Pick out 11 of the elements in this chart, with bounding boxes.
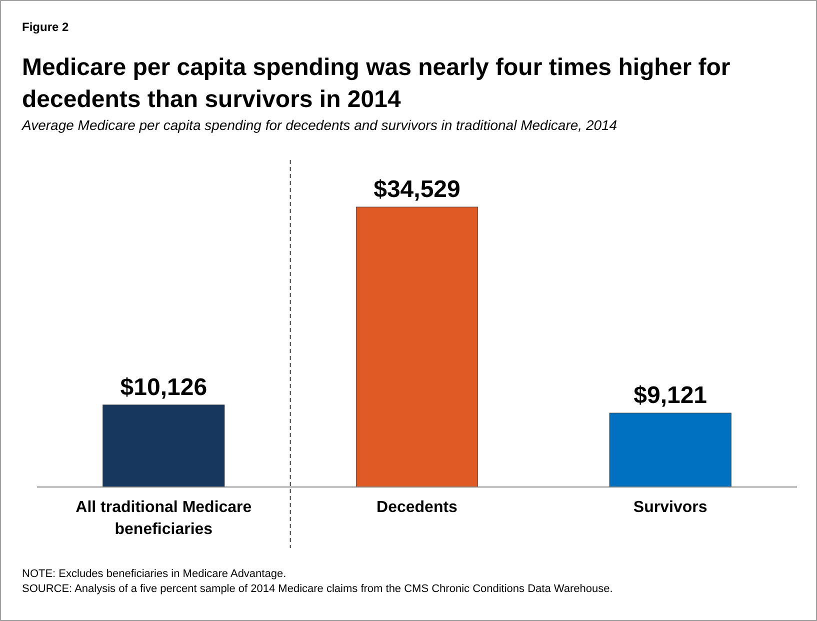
data-label: $10,126	[120, 374, 208, 401]
data-label: $9,121	[634, 382, 708, 410]
caption: Figure 2	[22, 20, 69, 34]
chart-subtitle: Average Medicare per capita spending for decedents and survivors in traditional Medicare, 2014	[21, 117, 618, 133]
source-note: SOURCE: Analysis of a five percent sample of 2014 Medicare claims from the CMS Chronic Conditions Data Warehouse.	[22, 583, 613, 595]
text: NOTE: Excludes beneficiaries in Medicare Advantage.	[22, 568, 286, 580]
data-label: $34,529	[374, 176, 460, 203]
x-tick-label: All traditional Medicare beneficiaries	[76, 499, 252, 538]
x-tick-label: Decedents	[376, 499, 458, 516]
chart-title: Medicare per capita spending was nearly four times higher for decedents than survivors in 2014	[22, 54, 730, 113]
x-tick-label: Survivors	[633, 499, 708, 516]
